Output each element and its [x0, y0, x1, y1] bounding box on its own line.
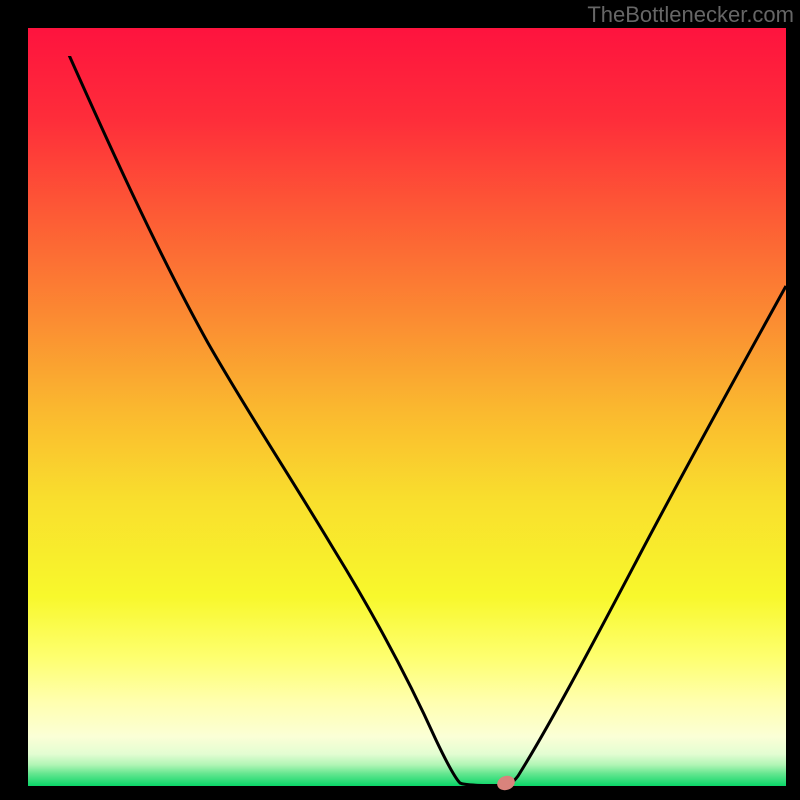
bottleneck-chart: [0, 0, 800, 800]
watermark-text: TheBottlenecker.com: [587, 2, 794, 28]
plot-background: [28, 28, 786, 786]
